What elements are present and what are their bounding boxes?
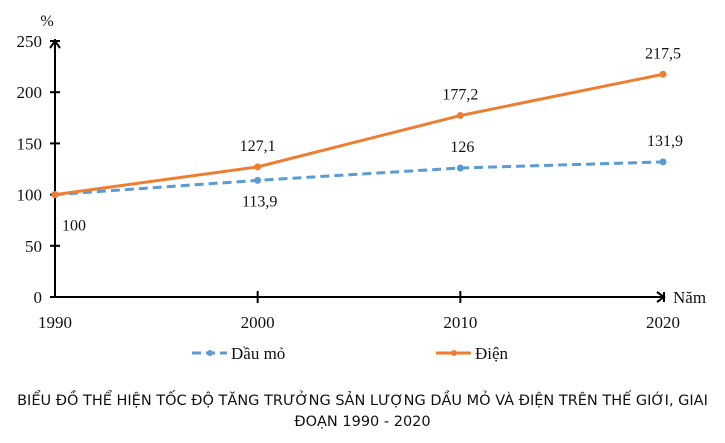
y-tick-label: 150 (17, 134, 43, 153)
y-tick-label: 50 (25, 237, 42, 256)
x-tick-label: 1990 (38, 313, 72, 332)
legend-label: Dầu mỏ (231, 344, 285, 363)
data-label: 131,9 (647, 133, 683, 150)
y-tick-label: 250 (17, 32, 43, 51)
x-axis-label: Năm (673, 288, 706, 307)
data-labels: 100 113,9 126 131,9 127,1 177,2 217,5 (62, 45, 683, 234)
chart-title: BIỂU ĐỒ THỂ HIỆN TỐC ĐỘ TĂNG TRƯỞNG SẢN … (17, 393, 708, 430)
data-label: 177,2 (442, 87, 478, 104)
y-tick-label: 200 (17, 83, 43, 102)
legend-label: Điện (475, 344, 509, 363)
data-label: 127,1 (240, 138, 276, 155)
legend: Dầu mỏ Điện (192, 344, 509, 363)
series-line (54, 72, 664, 197)
data-label: 126 (450, 139, 474, 156)
axes: 0 50 100 150 200 250 1990 2000 2010 2020% Năm (17, 13, 707, 332)
data-label: 217,5 (645, 45, 681, 62)
data-label: 100 (62, 218, 86, 235)
data-point (659, 70, 667, 78)
x-tick-label: 2020 (646, 313, 680, 332)
data-point (456, 112, 464, 120)
data-point (254, 176, 262, 184)
data-point (659, 158, 667, 166)
data-point (254, 163, 262, 171)
legend-marker (207, 350, 213, 356)
data-point (456, 164, 464, 172)
data-label: 113,9 (242, 193, 277, 210)
series-line (54, 160, 664, 197)
y-axis-label: % (40, 13, 53, 30)
y-tick-label: 100 (17, 186, 43, 205)
x-tick-label: 2000 (241, 313, 275, 332)
data-point (51, 191, 59, 199)
legend-marker (451, 350, 457, 356)
x-tick-label: 2010 (443, 313, 477, 332)
series-lines (51, 70, 667, 199)
y-tick-label: 0 (34, 288, 43, 307)
